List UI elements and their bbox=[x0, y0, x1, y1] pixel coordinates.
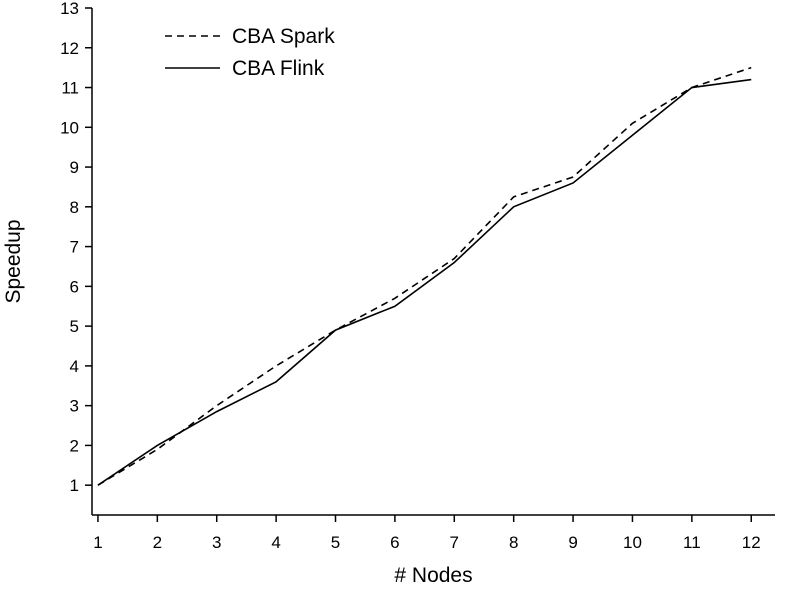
legend: CBA Spark CBA Flink bbox=[165, 25, 335, 80]
x-tick-label: 5 bbox=[331, 533, 340, 552]
y-tick-label: 9 bbox=[70, 158, 79, 177]
y-axis-title: Speedup bbox=[2, 219, 25, 303]
y-tick-label: 1 bbox=[70, 476, 79, 495]
series-layer bbox=[97, 66, 752, 486]
x-tick-label: 11 bbox=[683, 533, 701, 552]
x-tick-label: 2 bbox=[153, 533, 162, 552]
series-line-1 bbox=[97, 66, 752, 486]
y-tick-label: 11 bbox=[61, 79, 79, 98]
x-tick-label: 1 bbox=[93, 533, 102, 552]
x-tick-label: 4 bbox=[271, 533, 280, 552]
y-tick-label: 6 bbox=[70, 277, 79, 296]
x-tick-label: 6 bbox=[390, 533, 399, 552]
series-line-2 bbox=[97, 78, 752, 486]
y-tick-label: 12 bbox=[60, 39, 79, 58]
y-tick-label: 8 bbox=[70, 198, 79, 217]
y-tick-label: 13 bbox=[60, 0, 79, 18]
x-tick-label: 8 bbox=[509, 533, 518, 552]
y-tick-label: 2 bbox=[70, 436, 79, 455]
x-tick-label: 3 bbox=[212, 533, 221, 552]
y-tick-label: 5 bbox=[70, 317, 79, 336]
x-tick-label: 9 bbox=[568, 533, 577, 552]
x-tick-label: 12 bbox=[742, 533, 761, 552]
legend-label: CBA Spark bbox=[232, 25, 335, 48]
y-tick-label: 10 bbox=[60, 118, 79, 137]
x-axis-title: # Nodes bbox=[394, 564, 472, 587]
y-tick-label: 7 bbox=[70, 238, 79, 257]
y-tick-label: 4 bbox=[70, 357, 79, 376]
y-tick-label: 3 bbox=[70, 397, 79, 416]
legend-label: CBA Flink bbox=[232, 57, 325, 80]
x-tick-label: 7 bbox=[450, 533, 459, 552]
axes bbox=[91, 8, 775, 516]
x-tick-label: 10 bbox=[623, 533, 642, 552]
